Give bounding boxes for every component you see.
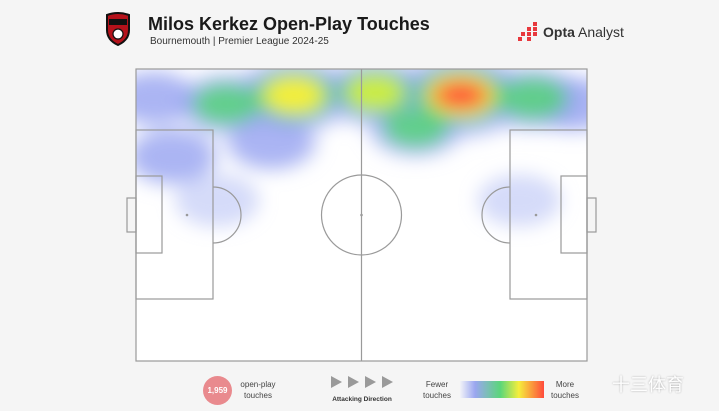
heat-blob-0-level-6 [438, 84, 483, 107]
heatmap-layer [136, 69, 587, 227]
touch-count-badge: 1,959 [203, 376, 232, 405]
attacking-direction-label: Attacking Direction [332, 396, 392, 403]
touch-count-label: open-play touches [240, 380, 276, 400]
heat-blob-1-level-4 [267, 79, 321, 112]
heat-blob-2-level-3 [346, 74, 404, 110]
pitch-svg [126, 68, 597, 362]
pitch-heatmap [126, 68, 597, 362]
opta-dots-icon [518, 22, 540, 42]
watermark: 十三体育 [612, 375, 684, 395]
attacking-direction-arrows [331, 376, 393, 388]
more-touches-label: More touches [550, 380, 580, 400]
page-subtitle: Bournemouth | Premier League 2024-25 [150, 36, 329, 47]
heat-blob-5-level-2 [383, 107, 449, 148]
brand-name: Opta Analyst [543, 24, 624, 40]
arrow-right-icon [382, 376, 393, 388]
page-title: Milos Kerkez Open-Play Touches [148, 14, 430, 34]
club-badge [104, 12, 132, 47]
heat-scale-gradient [460, 381, 544, 398]
heat-blob-6-level-1 [136, 131, 212, 182]
heat-blob-11-level-0 [477, 174, 561, 227]
heat-blob-10-level-0 [174, 173, 260, 227]
heat-blob-4-level-2 [192, 83, 260, 125]
heat-blob-7-level-1 [231, 117, 312, 167]
fewer-touches-label: Fewer touches [422, 380, 452, 400]
arrow-right-icon [365, 376, 376, 388]
arrow-right-icon [331, 376, 342, 388]
heat-blob-8-level-1 [136, 74, 193, 123]
opta-analyst-logo: Opta Analyst [518, 22, 624, 42]
heat-blob-3-level-2 [498, 77, 568, 120]
arrow-right-icon [348, 376, 359, 388]
bournemouth-crest-icon [106, 12, 130, 47]
